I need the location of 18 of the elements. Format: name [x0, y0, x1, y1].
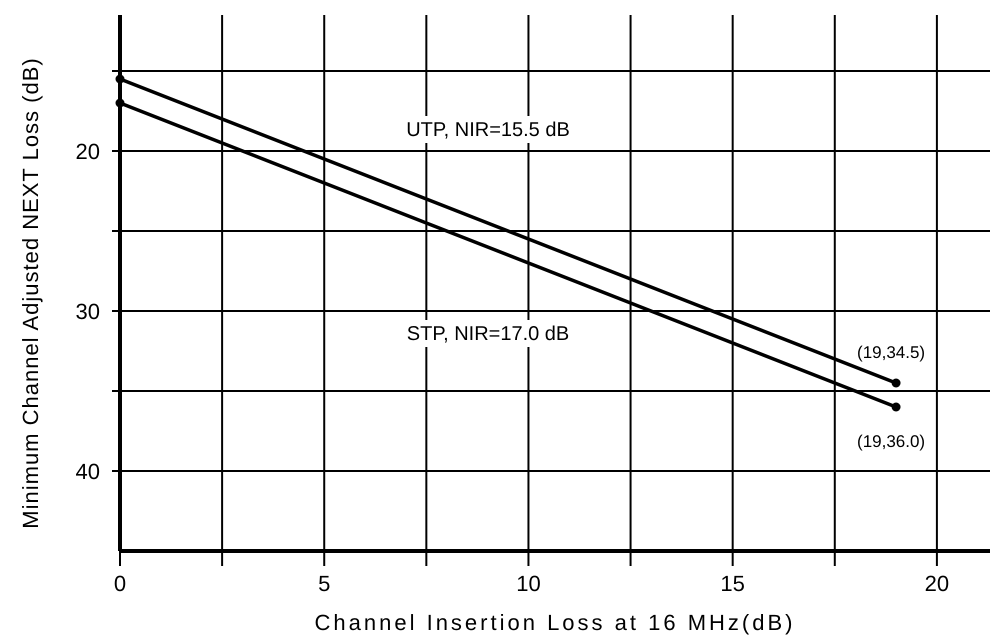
- x-tick-label: 0: [114, 571, 126, 596]
- text: UTP, NIR=15.5 dB: [406, 119, 570, 141]
- x-tick-label: 10: [516, 571, 541, 596]
- point: [116, 74, 124, 84]
- x-tick-label: 20: [924, 571, 950, 596]
- annotation: (19,36.0): [857, 432, 926, 451]
- y-axis-title: Minimum Channel Adjusted NEXT Loss (dB): [18, 57, 43, 529]
- y-tick-label: 40: [76, 459, 100, 484]
- x-axis-title: Channel Insertion Loss at 16 MHz(dB): [314, 610, 796, 635]
- x-tick-label: 5: [318, 571, 330, 596]
- y-tick-label: 30: [76, 299, 100, 324]
- x-tick-label: 15: [720, 571, 745, 596]
- point: [892, 378, 901, 388]
- annotation: (19,34.5): [857, 343, 926, 362]
- point: [116, 98, 124, 108]
- text: STP, NIR=17.0 dB: [406, 323, 570, 345]
- point: [892, 402, 901, 412]
- y-tick-label: 20: [76, 139, 100, 164]
